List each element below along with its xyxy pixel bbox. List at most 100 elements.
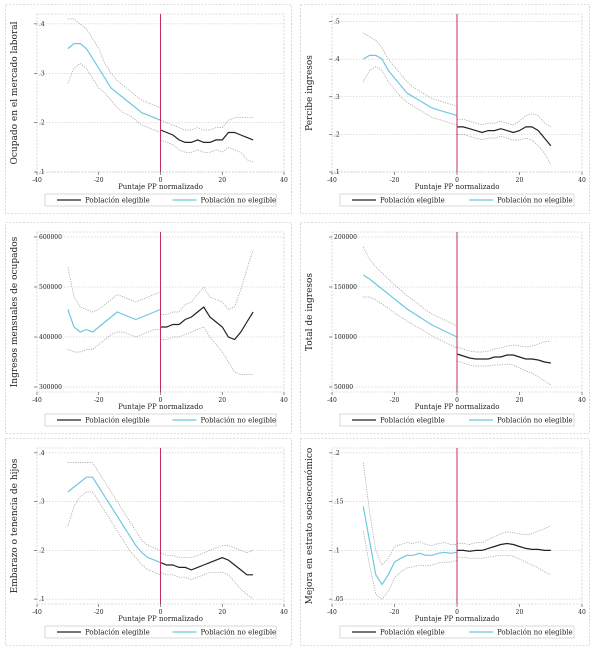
x-tick-label: -40 [32, 177, 42, 184]
y-tick-label: .1 [334, 169, 340, 176]
ci-band-lower [160, 326, 254, 375]
y-tick-label: 500000 [39, 284, 62, 291]
series-line [67, 42, 161, 121]
y-tick-label: .15 [334, 499, 344, 506]
ci-band-lower [362, 530, 458, 600]
ci-band-lower [67, 329, 161, 353]
ci-band-lower [363, 296, 458, 349]
series-line [457, 126, 552, 147]
chart-svg: 50000 100000 150000 200000 -40 -20 0 20 40 Puntaj… [300, 222, 590, 434]
ci-band-lower [67, 62, 161, 133]
legend-label: Población no elegible [201, 629, 277, 637]
x-tick-label: 0 [455, 609, 459, 616]
y-tick-label: .1 [39, 596, 45, 603]
ci-band-lower [362, 66, 458, 126]
y-axis-label: Percibe ingresos [305, 55, 315, 131]
x-tick-label: 40 [578, 397, 586, 404]
legend-box [44, 413, 277, 427]
ci-band-upper [456, 340, 551, 353]
x-axis-label: Puntaje PP normalizado [118, 183, 203, 191]
ci-band-upper [160, 117, 254, 131]
y-tick-label: 600000 [39, 234, 62, 241]
y-tick-label: 400000 [39, 334, 62, 341]
plot-area [331, 231, 583, 393]
legend-label: Población no elegible [201, 417, 277, 425]
y-tick-label: .2 [334, 450, 340, 457]
chart-panel-ingresos-mensuales: 300000 400000 500000 600000 -40 -20 0 20 40 Punta… [5, 222, 292, 434]
y-tick-label: 100000 [334, 334, 357, 341]
x-tick-label: 20 [218, 397, 226, 404]
x-axis-label: Puntaje PP normalizado [415, 183, 500, 191]
x-tick-label: -20 [94, 609, 104, 616]
x-tick-label: 40 [280, 177, 288, 184]
ci-band-upper [67, 266, 161, 313]
series-line [362, 274, 458, 338]
x-tick-label: 40 [280, 397, 288, 404]
y-tick-label: .4 [334, 56, 340, 63]
y-tick-label: .2 [39, 120, 45, 127]
ci-band-upper [67, 462, 161, 551]
panel-frame [300, 222, 590, 434]
y-tick-label: .2 [334, 131, 340, 138]
chart-svg: 300000 400000 500000 600000 -40 -20 0 20 40 Punta… [5, 222, 292, 434]
y-tick-label: .1 [334, 547, 340, 554]
chart-svg: .1 .2 .3 .4 -40 -20 0 20 40 Puntaje PP normalizad… [5, 4, 292, 214]
y-tick-label: .5 [334, 19, 340, 26]
x-tick-label: -20 [390, 609, 400, 616]
chart-panel-percibe-ingresos: .1 .2 .3 .4 .5 -40 -20 0 20 40 Puntaje PP normaliz… [300, 4, 590, 214]
y-tick-label: .2 [39, 547, 45, 554]
x-tick-label: 40 [280, 609, 288, 616]
legend-box [44, 625, 277, 639]
series-line [160, 306, 254, 341]
ci-band-upper [160, 545, 254, 559]
ci-band-upper [160, 249, 254, 315]
x-tick-label: -40 [327, 609, 337, 616]
y-axis-label: Embarazo o tenencia de hijos [10, 458, 20, 593]
x-tick-label: 0 [159, 609, 163, 616]
x-tick-label: 40 [578, 177, 586, 184]
x-tick-label: 0 [159, 177, 163, 184]
x-tick-label: -20 [390, 397, 400, 404]
series-line [457, 542, 551, 552]
y-tick-label: 50000 [334, 384, 353, 391]
legend-label: Población elegible [380, 417, 445, 425]
series-line [160, 129, 254, 143]
chart-panel-embarazo: .1 .2 .3 .4 -40 -20 0 20 40 Puntaje PP normalizad… [5, 438, 292, 646]
series-line [362, 506, 458, 586]
x-axis-label: Puntaje PP normalizado [118, 615, 203, 623]
series-line [160, 557, 254, 576]
chart-svg: .05 .1 .15 .2 -40 -20 0 20 40 Puntaje PP normaliz… [300, 438, 590, 646]
x-tick-label: 20 [516, 397, 524, 404]
y-axis-label: Ingresos mensuales de ocupados [10, 236, 20, 387]
x-tick-label: -40 [327, 177, 337, 184]
legend-label: Población no elegible [201, 197, 277, 205]
x-tick-label: 0 [159, 397, 163, 404]
ci-band-upper [67, 18, 161, 109]
y-tick-label: .3 [334, 94, 340, 101]
ci-band-upper [362, 462, 457, 566]
x-tick-label: 0 [455, 397, 459, 404]
y-tick-label: .3 [39, 70, 45, 77]
panel-frame [300, 438, 590, 646]
panel-frame [5, 438, 292, 646]
y-axis-label: Total de ingresos [305, 273, 315, 351]
legend-label: Población elegible [85, 197, 150, 205]
y-axis-label: Ocupado en el mercado laboral [10, 21, 20, 164]
x-tick-label: -40 [327, 397, 337, 404]
ci-band-upper [457, 113, 551, 128]
y-tick-label: .4 [39, 450, 45, 457]
x-tick-label: -20 [390, 177, 400, 184]
legend-label: Población no elegible [497, 417, 573, 425]
y-tick-label: 300000 [39, 384, 62, 391]
legend-label: Población elegible [85, 629, 150, 637]
chart-panel-estrato: .05 .1 .15 .2 -40 -20 0 20 40 Puntaje PP normaliz… [300, 438, 590, 646]
panel-frame [5, 4, 292, 214]
legend-box [339, 413, 575, 427]
series-line [67, 308, 161, 333]
x-tick-label: 40 [578, 609, 586, 616]
legend-label: Población no elegible [497, 197, 573, 205]
chart-svg: .1 .2 .3 .4 -40 -20 0 20 40 Puntaje PP normalizad… [5, 438, 292, 646]
legend-box [44, 193, 277, 207]
panel-frame [5, 222, 292, 434]
ci-band-upper [363, 32, 458, 107]
